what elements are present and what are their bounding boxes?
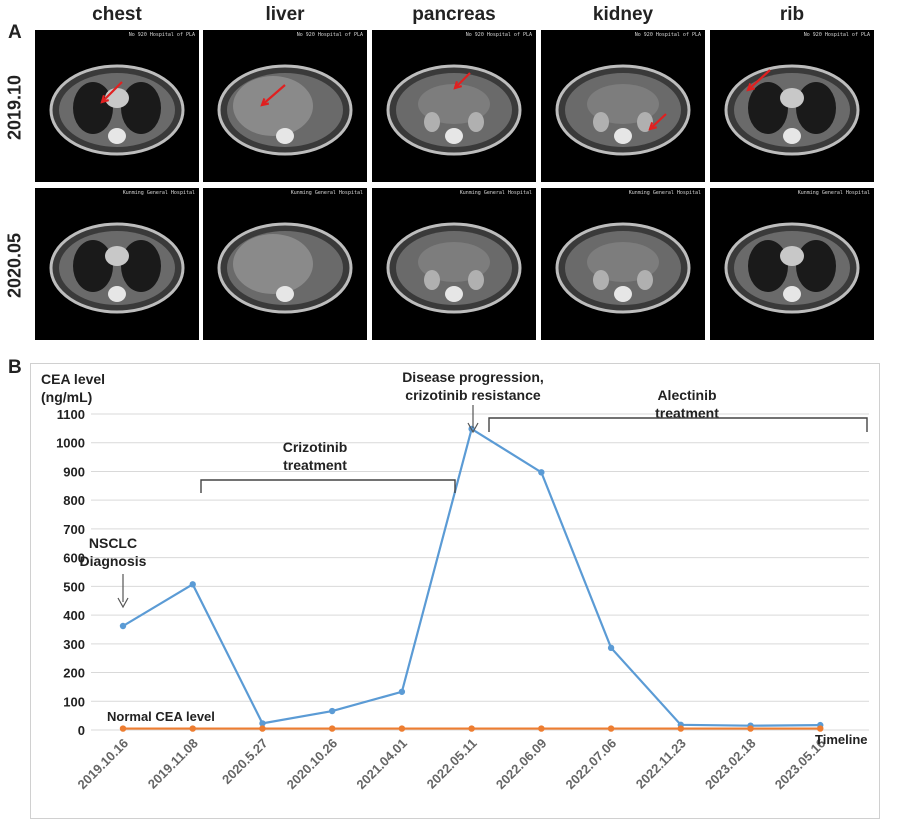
annotation-crizotinib-line2: treatment (283, 457, 347, 473)
panel-a-label: A (8, 22, 22, 43)
ct-scan-rib-2019.10: No 920 Hospital of PLA (710, 30, 874, 182)
y-tick-label: 800 (63, 493, 85, 508)
crizotinib-bracket (200, 479, 456, 493)
cea-level-point (189, 581, 196, 588)
progression-arrow (467, 405, 479, 434)
y-tick-label: 400 (63, 608, 85, 623)
normal-cea-level-point (607, 725, 615, 732)
column-title-rib: rib (779, 4, 805, 25)
cea-level-point (398, 688, 406, 695)
red-arrow (260, 84, 286, 107)
row-title-2019: 2019.10 (4, 74, 25, 141)
x-axis-label: Timeline (815, 732, 868, 747)
column-title-chest: chest (92, 4, 142, 25)
normal-cea-level-point (468, 725, 475, 732)
x-tick-label: 2021.04.01 (353, 736, 410, 793)
red-arrow (100, 81, 123, 104)
y-tick-label: 700 (63, 522, 85, 537)
normal-cea-level-point (189, 725, 196, 732)
column-title-kidney: kidney (592, 4, 654, 25)
ct-scan-liver-2020.05: Kunming General Hospital (203, 188, 367, 340)
annotation-alectinib-line1: Alectinib (657, 387, 716, 403)
x-tick-label: 2020.10.26 (284, 736, 341, 793)
ct-scan-kidney-2020.05: Kunming General Hospital (541, 188, 705, 340)
cea-level-line (122, 427, 821, 727)
ct-scan-chest-2020.05: Kunming General Hospital (35, 188, 199, 340)
normal-cea-level-point (747, 725, 754, 732)
y-tick-label: 1000 (56, 436, 85, 451)
cea-level-point (119, 622, 127, 630)
annotation-progression-line2: crizotinib resistance (405, 387, 541, 403)
cea-chart: 0 100 200 300 400 500 600 700 800 900 1000 1100 201… (30, 363, 880, 819)
ct-scan-pancreas-2020.05: Kunming General Hospital (372, 188, 536, 340)
annotation-nsclc-line1: NSCLC (89, 535, 137, 551)
y-tick-label: 100 (63, 694, 85, 709)
ct-scan-rib-2020.05: Kunming General Hospital (710, 188, 874, 340)
normal-cea-level-point (817, 725, 824, 732)
ct-scan-chest-2019.10: No 920 Hospital of PLA (35, 30, 199, 182)
x-tick-label: 2023.02.18 (702, 736, 759, 793)
y-tick-label: 600 (63, 551, 85, 566)
panel-b-label: B (8, 357, 22, 378)
ct-scan-liver-2019.10: No 920 Hospital of PLA (203, 30, 367, 182)
red-arrow (453, 72, 471, 90)
red-arrow (746, 69, 771, 92)
cea-level-point (538, 469, 545, 476)
nsclc-arrow (117, 574, 129, 609)
normal-cea-level-point (398, 725, 406, 732)
x-tick-label: 2019.10.16 (74, 736, 131, 793)
annotation-normal-cea: Normal CEA level (107, 709, 215, 724)
x-tick-label: 2022.06.09 (493, 736, 550, 793)
y-axis-label-line1: CEA level (41, 371, 105, 387)
x-tick-label: 2022.05.11 (424, 736, 480, 792)
x-tick-label: 2022.07.06 (563, 736, 620, 793)
y-tick-label: 0 (78, 723, 85, 738)
ct-scan-pancreas-2019.10: No 920 Hospital of PLA (372, 30, 536, 182)
alectinib-bracket (488, 417, 868, 432)
column-title-liver: liver (265, 4, 305, 25)
y-tick-label: 300 (63, 637, 85, 652)
normal-cea-level-point (119, 725, 127, 732)
cea-level-point (259, 720, 266, 727)
annotation-nsclc-line2: Diagnosis (80, 553, 147, 569)
annotation-crizotinib-line1: Crizotinib (283, 439, 348, 455)
row-title-2020: 2020.05 (4, 232, 25, 299)
x-tick-label: 2020.5.27 (219, 736, 271, 788)
y-tick-label: 500 (63, 579, 85, 594)
x-tick-label: 2022.11.23 (633, 736, 689, 792)
cea-level-point (328, 707, 336, 715)
ct-scan-kidney-2019.10: No 920 Hospital of PLA (541, 30, 705, 182)
y-tick-label: 900 (63, 464, 85, 479)
annotation-alectinib-line2: treatment (655, 405, 719, 421)
normal-cea-level-point (328, 725, 336, 732)
cea-chart-svg: 0 100 200 300 400 500 600 700 800 900 1000 1100 201… (41, 369, 869, 793)
annotation-progression-line1: Disease progression, (402, 369, 544, 385)
red-arrow (648, 113, 667, 131)
normal-cea-level-point (259, 725, 266, 732)
x-tick-label: 2019.11.08 (145, 736, 201, 792)
y-axis-label-line2: (ng/mL) (41, 389, 92, 405)
normal-cea-level-point (538, 725, 545, 732)
cea-level-point (607, 644, 615, 652)
column-title-pancreas: pancreas (412, 4, 496, 25)
y-tick-label: 1100 (57, 407, 85, 422)
normal-cea-level-point (677, 725, 684, 732)
y-tick-label: 200 (63, 666, 85, 681)
